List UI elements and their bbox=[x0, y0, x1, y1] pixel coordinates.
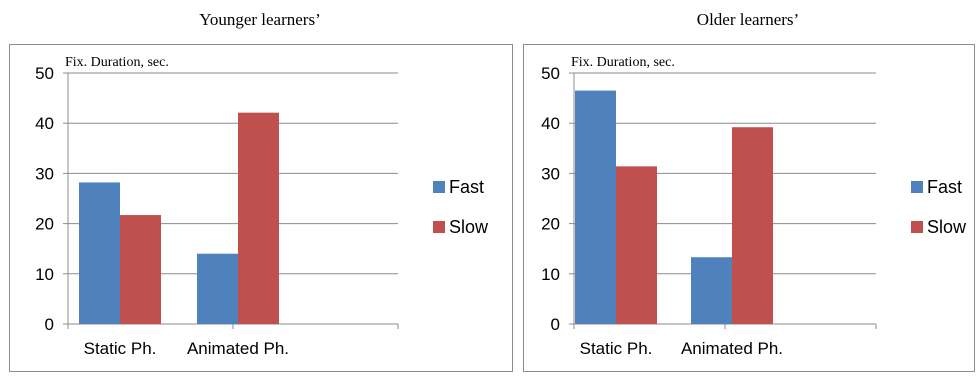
legend-label-slow: Slow bbox=[927, 217, 967, 237]
y-tick-label: 0 bbox=[551, 315, 560, 334]
bar-fast-1 bbox=[575, 90, 616, 324]
bar-slow-1 bbox=[616, 166, 657, 324]
bar-fast-1 bbox=[79, 182, 120, 324]
bar-slow-1 bbox=[120, 215, 161, 324]
y-tick-label: 30 bbox=[35, 164, 54, 183]
x-category-label: Static Ph. bbox=[580, 339, 653, 358]
bar-fast-2 bbox=[691, 257, 732, 324]
chart-title-older: Older learners’ bbox=[696, 10, 800, 29]
legend-swatch-fast bbox=[911, 181, 923, 193]
legend-label-slow: Slow bbox=[449, 217, 489, 237]
y-tick-label: 40 bbox=[541, 114, 560, 133]
chart-svg: 0 10 20 30 40 50 Fix. Duration, sec. Static Ph.… bbox=[541, 55, 967, 358]
bar-slow-2 bbox=[732, 127, 773, 324]
x-category-label: Animated Ph. bbox=[681, 339, 783, 358]
bar-slow-2 bbox=[238, 112, 279, 325]
bar-fast-2 bbox=[197, 253, 238, 324]
y-tick-label: 20 bbox=[35, 215, 54, 234]
y-tick-label: 40 bbox=[35, 114, 54, 133]
chart-older-learners: 0 10 20 30 40 50 Fix. Duration, sec. Static Ph.… bbox=[523, 44, 975, 372]
y-tick-label: 0 bbox=[45, 315, 54, 334]
y-tick-label: 10 bbox=[541, 265, 560, 284]
legend-swatch-fast bbox=[433, 181, 445, 193]
legend-swatch-slow bbox=[911, 221, 923, 233]
y-tick-label: 50 bbox=[35, 64, 54, 83]
y-axis-label: Fix. Duration, sec. bbox=[571, 55, 675, 70]
y-axis-label: Fix. Duration, sec. bbox=[65, 55, 169, 70]
y-tick-label: 10 bbox=[35, 265, 54, 284]
legend-swatch-slow bbox=[433, 221, 445, 233]
y-tick-label: 50 bbox=[541, 64, 560, 83]
chart-svg: 0 10 20 30 40 50 Fix. Duration, sec. Static Ph.… bbox=[35, 55, 489, 358]
y-tick-label: 20 bbox=[541, 215, 560, 234]
legend-label-fast: Fast bbox=[927, 177, 962, 197]
x-category-label: Animated Ph. bbox=[187, 339, 289, 358]
chart-younger-learners: 0 10 20 30 40 50 Fix. Duration, sec. Static Ph.… bbox=[9, 44, 513, 372]
x-category-label: Static Ph. bbox=[84, 339, 157, 358]
chart-title-younger: Younger learners’ bbox=[199, 10, 321, 29]
y-tick-label: 30 bbox=[541, 164, 560, 183]
legend-label-fast: Fast bbox=[449, 177, 484, 197]
